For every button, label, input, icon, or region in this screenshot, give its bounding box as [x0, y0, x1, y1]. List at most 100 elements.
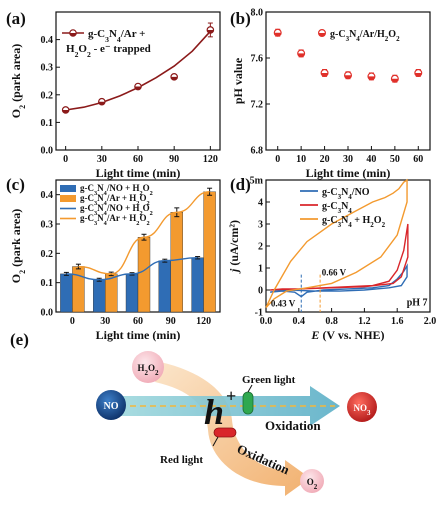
x-axis-label: E (V vs. NHE): [310, 328, 384, 342]
no-circle: [96, 390, 126, 420]
bar: [191, 257, 204, 313]
panel-d-label: (d): [230, 175, 251, 194]
y-tick-label: 0.3: [41, 63, 54, 74]
x-tick-label: 1.2: [358, 316, 371, 327]
x-tick-label: 90: [166, 316, 176, 327]
annotation: pH 7: [407, 297, 428, 308]
y-tick-label: 1: [258, 264, 263, 275]
red-light-label: Red light: [160, 454, 203, 466]
o2-bubble: [300, 469, 324, 493]
data-point-fill: [274, 32, 282, 37]
y-tick-label: 7.6: [251, 54, 264, 65]
y-tick-label: 0.2: [41, 249, 54, 260]
x-axis-label: Light time (min): [96, 166, 181, 180]
data-point-fill: [69, 33, 77, 37]
trend-line: [66, 257, 198, 281]
data-point-fill: [414, 72, 422, 77]
hole-sup: +: [226, 386, 236, 406]
legend-label: H2O2 - e⁻ trapped: [66, 43, 151, 59]
data-point-fill: [368, 76, 375, 80]
data-point-fill: [297, 53, 305, 57]
x-tick-label: 10: [296, 154, 306, 165]
legend-label: g-C3N4/Ar + H2O2: [80, 213, 150, 227]
x-tick-label: 0: [275, 154, 280, 165]
y-tick-label: 0.0: [41, 146, 54, 157]
bar: [125, 273, 139, 313]
y-tick-label: -1: [255, 308, 263, 319]
data-point-fill: [391, 78, 399, 83]
x-tick-label: 30: [97, 154, 107, 165]
data-point-fill: [170, 76, 178, 81]
no3-label: NO3: [354, 403, 372, 417]
green-light-label: Green light: [242, 374, 296, 386]
data-point-fill: [62, 109, 69, 114]
panel-b-label: (b): [230, 9, 251, 28]
legend-label: g-C3N4/NO + H2O2: [80, 183, 153, 197]
y-tick-label: 8.0: [251, 8, 264, 19]
green-light-capsule: [242, 391, 254, 415]
red-light-capsule: [213, 427, 237, 438]
legend-label: g-C3N4/Ar +: [88, 28, 145, 44]
green-pointer: [247, 384, 253, 393]
data-point-fill: [321, 72, 328, 77]
chart-c: 0.0 0.1 0.2 0.3 0.4 0 30 60 90 120 g-C3N4/NO + H2O…: [9, 179, 221, 342]
chart-a: 0 30 60 90 120 0.0 0.1 0.2 0.3 0.4 g-C3N4/Ar +H2O2…: [9, 11, 221, 180]
data-point-fill: [98, 101, 106, 105]
oxidation-main-label: Oxidation: [265, 418, 321, 433]
bar: [72, 266, 85, 313]
y-tick-label: 6.8: [251, 146, 264, 157]
o2-label: O2: [307, 477, 318, 491]
x-tick-label: 0.8: [325, 316, 338, 327]
x-tick-label: 120: [196, 316, 211, 327]
x-tick-label: 50: [390, 154, 400, 165]
y-tick-label: 0: [258, 286, 263, 297]
x-tick-label: 30: [343, 154, 353, 165]
data-point-fill: [134, 86, 142, 90]
x-tick-label: 0.4: [293, 316, 306, 327]
x-tick-label: 60: [133, 316, 143, 327]
legend-label: g-C3N4/NO: [322, 187, 370, 201]
x-tick-label: 2.0: [424, 316, 437, 327]
x-tick-label: 0.0: [260, 316, 273, 327]
data-point-fill: [207, 29, 214, 34]
x-tick-label: 0: [70, 316, 75, 327]
x-tick-label: 30: [100, 316, 110, 327]
y-tick-label: 0.4: [41, 35, 54, 46]
hole-symbol: h: [204, 392, 224, 432]
legend-label: g-C3N4/NO + H2O2: [80, 203, 153, 217]
x-tick-label: 0: [63, 154, 68, 165]
annotation: 0.43 V: [271, 299, 296, 309]
x-tick-label: 90: [169, 154, 179, 165]
data-point-fill: [318, 33, 326, 37]
bar: [92, 279, 106, 313]
bar: [137, 236, 151, 313]
panel-a-label: (a): [6, 9, 26, 28]
legend-label: g-C3N4 + H2O2: [322, 215, 386, 229]
y-tick-label: 0.4: [41, 190, 54, 201]
y-tick-label: 2: [258, 242, 263, 253]
x-tick-label: 60: [413, 154, 423, 165]
cv-curve: [265, 178, 408, 309]
legend-label: g-C3N4: [322, 201, 352, 215]
x-axis-label: Light time (min): [306, 166, 391, 180]
legend-swatch: [60, 185, 76, 192]
h2o2-bubble: [132, 351, 164, 383]
y-tick-label: 5m: [250, 176, 264, 187]
no3-circle: [347, 392, 377, 422]
y-tick-label: 7.2: [251, 100, 264, 111]
h2o2-label: H2O2: [137, 363, 159, 377]
y-tick-label: 0.2: [41, 90, 54, 101]
y-tick-label: 3: [258, 220, 263, 231]
y-tick-label: 4: [258, 198, 263, 209]
y-tick-label: 0.3: [41, 220, 54, 231]
bar: [60, 273, 73, 313]
legend-swatch: [60, 195, 76, 202]
plot-frame: [265, 11, 431, 151]
y-tick-label: 0.1: [41, 278, 54, 289]
y-axis-label: j (uA/cm²): [227, 220, 241, 274]
annotation: 0.66 V: [322, 268, 347, 278]
y-tick-label: 0.0: [41, 308, 54, 319]
panel-e-label: (e): [10, 330, 29, 349]
x-tick-label: 40: [366, 154, 376, 165]
panel-c-label: (c): [6, 175, 25, 194]
